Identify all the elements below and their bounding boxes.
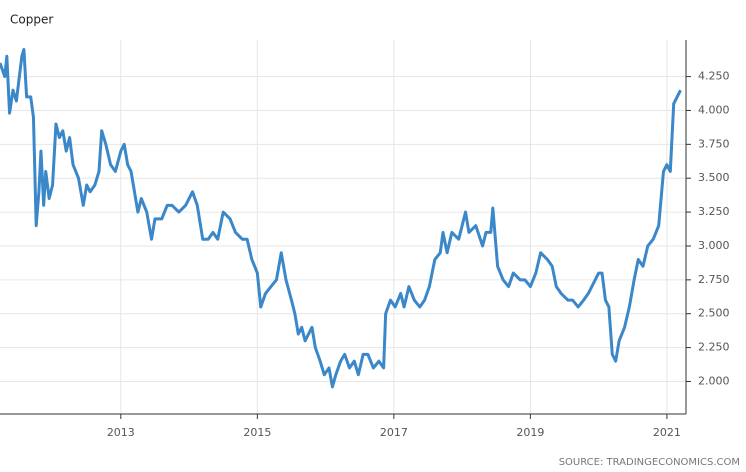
y-tick-label: 3.500 xyxy=(698,171,730,184)
y-tick-label: 3.750 xyxy=(698,137,730,150)
y-tick-label: 3.000 xyxy=(698,239,730,252)
x-tick-label: 2015 xyxy=(243,426,271,439)
y-tick-label: 3.250 xyxy=(698,205,730,218)
y-tick-label: 2.000 xyxy=(698,374,730,387)
y-tick-label: 2.750 xyxy=(698,273,730,286)
y-tick-label: 4.000 xyxy=(698,103,730,116)
x-tick-label: 2019 xyxy=(516,426,544,439)
y-tick-label: 2.250 xyxy=(698,341,730,354)
x-tick-label: 2017 xyxy=(380,426,408,439)
line-series xyxy=(0,47,682,389)
x-tick-label: 2021 xyxy=(653,426,681,439)
chart-title: Copper xyxy=(10,13,53,27)
y-tick-label: 4.250 xyxy=(698,70,730,83)
x-tick-label: 2013 xyxy=(107,426,135,439)
source: SOURCE: TRADINGECONOMICS.COM xyxy=(559,457,740,468)
y-tick-label: 2.500 xyxy=(698,307,730,320)
